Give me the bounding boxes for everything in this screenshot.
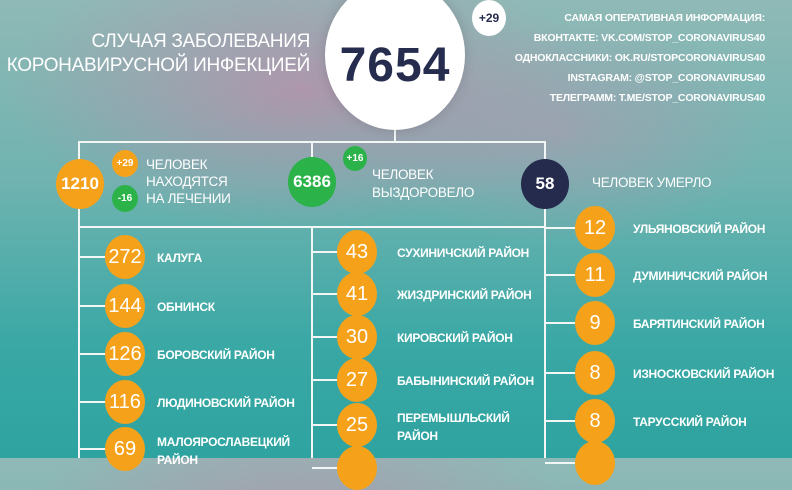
info-telegram: ТЕЛЕГРАММ: T.ME/STOP_CORONAVIRUS40 — [549, 92, 765, 104]
treatment-plus-badge: +29 — [112, 150, 138, 177]
total-cases-value: 7654 — [339, 38, 451, 92]
connector-line — [79, 305, 110, 307]
connector-line — [79, 256, 110, 258]
district-name: КАЛУГА — [157, 251, 202, 265]
connector-line — [312, 293, 342, 295]
district-count: 8 — [589, 361, 601, 384]
connector-line — [312, 424, 342, 426]
district-count: 126 — [108, 342, 142, 365]
treatment-minus-badge: -16 — [112, 185, 138, 212]
district-name: ПЕРЕМЫШЛЬСКИЙ РАЙОН — [397, 411, 510, 443]
title-line2: КОРОНАВИРУСНОЙ ИНФЕКЦИЕЙ — [6, 55, 311, 76]
died-circle: 58 — [521, 159, 569, 209]
district-count: 8 — [589, 409, 601, 432]
info-instagram: INSTAGRAM: @STOP_CORONAVIRUS40 — [567, 72, 766, 84]
district-count: 272 — [108, 245, 142, 268]
connector-line — [394, 125, 396, 142]
district-count: 12 — [583, 216, 607, 239]
district-name: МАЛОЯРОСЛАВЕЦКИЙ РАЙОН — [157, 435, 290, 467]
total-cases-circle: 7654 — [325, 0, 465, 130]
district-count-circle: 272 — [105, 235, 145, 279]
district-count-circle: 9 — [575, 301, 615, 345]
connector-line — [544, 141, 546, 159]
connector-line — [79, 448, 110, 450]
district-count-circle: 8 — [575, 351, 615, 395]
district-count-circle: 144 — [105, 284, 145, 328]
district-count-circle: 11 — [575, 253, 615, 297]
district-name: БАБЫНИНСКИЙ РАЙОН — [397, 374, 534, 388]
district-count-circle: 69 — [105, 427, 145, 471]
district-count: 43 — [345, 240, 369, 263]
recovered-circle: 6386 — [288, 157, 336, 207]
district-name: ИЗНОСКОВСКИЙ РАЙОН — [633, 367, 775, 381]
district-name: УЛЬЯНОВСКИЙ РАЙОН — [633, 222, 766, 236]
connector-line — [544, 206, 546, 458]
district-count-circle: 116 — [105, 380, 145, 424]
district-name: СУХИНИЧСКИЙ РАЙОН — [397, 246, 530, 260]
connector-line — [545, 274, 580, 276]
district-name: БАРЯТИНСКИЙ РАЙОН — [633, 317, 765, 331]
district-name: ТАРУССКИЙ РАЙОН — [633, 415, 747, 429]
info-vk: ВКОНТАКТЕ: VK.COM/STOP_CORONAVIRUS40 — [533, 32, 765, 44]
district-count: 30 — [345, 325, 369, 348]
connector-line — [311, 141, 313, 159]
connector-line — [79, 401, 110, 403]
district-count-circle: 30 — [337, 315, 377, 359]
district-count: 41 — [345, 282, 369, 305]
district-count-circle — [575, 441, 615, 485]
district-count-circle: 25 — [337, 403, 377, 447]
connector-line — [78, 141, 80, 161]
connector-line — [79, 353, 110, 355]
district-count-circle: 27 — [337, 358, 377, 402]
info-ok: ОДНОКЛАССНИКИ: OK.RU/STOPCORONAVIRUS40 — [514, 52, 765, 64]
district-name: БОРОВСКИЙ РАЙОН — [157, 348, 275, 362]
district-count: 144 — [108, 294, 142, 317]
connector-line — [312, 379, 342, 381]
district-count-circle: 126 — [105, 332, 145, 376]
connector-line — [545, 372, 580, 374]
district-count: 9 — [589, 311, 601, 334]
district-count-circle: 12 — [575, 206, 615, 250]
treatment-label: ЧЕЛОВЕК НАХОДЯТСЯ НА ЛЕЧЕНИИ — [146, 157, 231, 206]
district-count-circle: 43 — [337, 230, 377, 274]
district-count: 69 — [113, 437, 137, 460]
district-count-circle: 41 — [337, 272, 377, 316]
recovered-plus-badge: +16 — [343, 146, 367, 171]
district-count: 11 — [584, 263, 606, 286]
district-name: ЛЮДИНОВСКИЙ РАЙОН — [157, 396, 295, 410]
treatment-circle: 1210 — [56, 159, 104, 209]
district-count-circle: 8 — [575, 399, 615, 443]
district-count: 116 — [109, 390, 141, 413]
district-count: 27 — [345, 368, 369, 391]
connector-line — [545, 420, 580, 422]
connector-line — [545, 227, 580, 229]
connector-line — [78, 206, 80, 458]
connector-line — [312, 336, 342, 338]
died-label: ЧЕЛОВЕК УМЕРЛО — [592, 175, 712, 190]
total-delta-badge: +29 — [472, 0, 506, 36]
connector-line — [545, 322, 580, 324]
district-name: ДУМИНИЧСКИЙ РАЙОН — [633, 269, 768, 283]
district-count: 25 — [345, 413, 369, 436]
district-name: ОБНИНСК — [157, 300, 215, 314]
recovered-label: ЧЕЛОВЕК ВЫЗДОРОВЕЛО — [372, 167, 475, 200]
title-line1: СЛУЧАЯ ЗАБОЛЕВАНИЯ — [91, 31, 311, 52]
info-heading: САМАЯ ОПЕРАТИВНАЯ ИНФОРМАЦИЯ: — [564, 12, 765, 24]
district-count-circle — [337, 446, 377, 490]
district-name: КИРОВСКИЙ РАЙОН — [397, 331, 513, 345]
connector-line — [311, 226, 313, 458]
connector-line — [312, 251, 342, 253]
district-name: ЖИЗДРИНСКИЙ РАЙОН — [397, 288, 532, 302]
